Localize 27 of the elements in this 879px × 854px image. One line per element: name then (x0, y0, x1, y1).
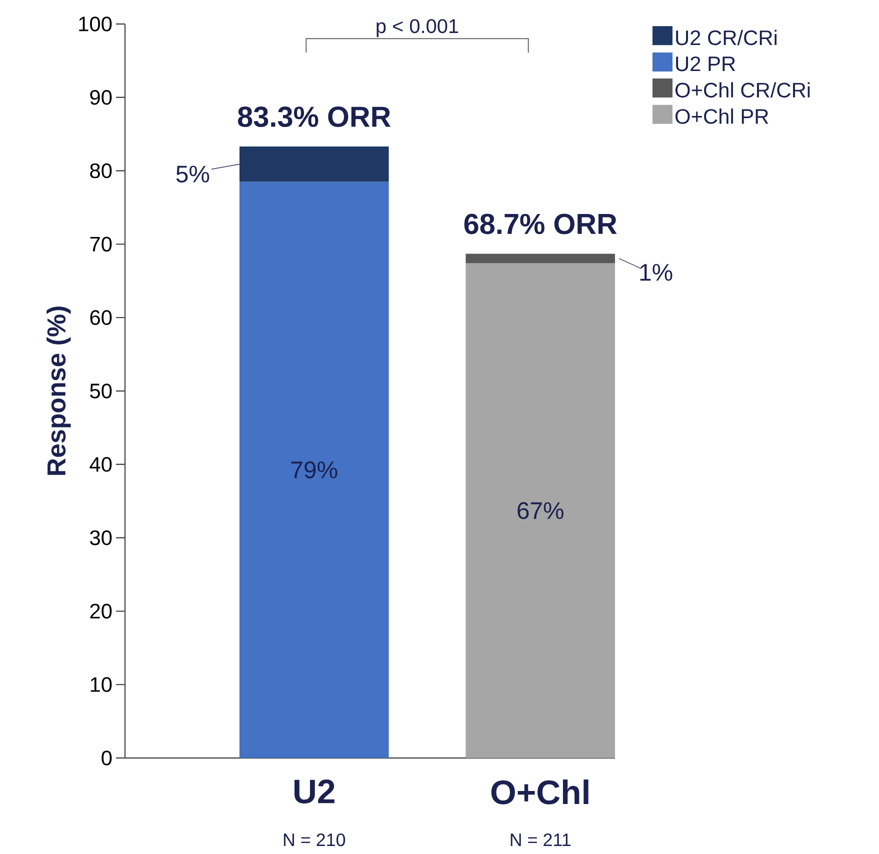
y-tick-label: 100 (79, 16, 112, 32)
y-axis-title: Response (%) (46, 306, 71, 475)
x-tick-label: O+Chl (491, 780, 588, 804)
legend-label: O+Chl CR/CRi (675, 82, 810, 98)
annotation: 68.7% ORR (464, 214, 617, 234)
data-label: 1% (640, 264, 672, 281)
legend-label: O+Chl PR (675, 108, 768, 124)
y-tick-label: 10 (90, 677, 112, 692)
y-tick-label: 70 (90, 236, 112, 252)
y-tick-label: 30 (90, 530, 112, 546)
y-tick-label: 40 (90, 456, 112, 472)
x-tick-label: U2 (294, 780, 334, 804)
y-tick-label: 80 (90, 163, 112, 178)
annotation: 83.3% ORR (238, 106, 391, 128)
y-tick-label: 60 (90, 310, 112, 325)
data-label: 67% (518, 502, 564, 520)
data-label: 5% (176, 166, 210, 183)
annotation: p < 0.001 (376, 19, 458, 38)
y-tick-label: 50 (90, 384, 112, 398)
text: N = 210 (284, 833, 346, 846)
text: N = 211 (510, 833, 570, 846)
data-label: 79% (291, 461, 338, 478)
y-tick-label: 20 (90, 604, 112, 619)
legend-label: U2 PR (676, 56, 736, 72)
legend-label: U2 CR/CRi (676, 30, 776, 46)
y-tick-label: 0 (102, 750, 112, 766)
y-tick-label: 90 (90, 90, 112, 105)
